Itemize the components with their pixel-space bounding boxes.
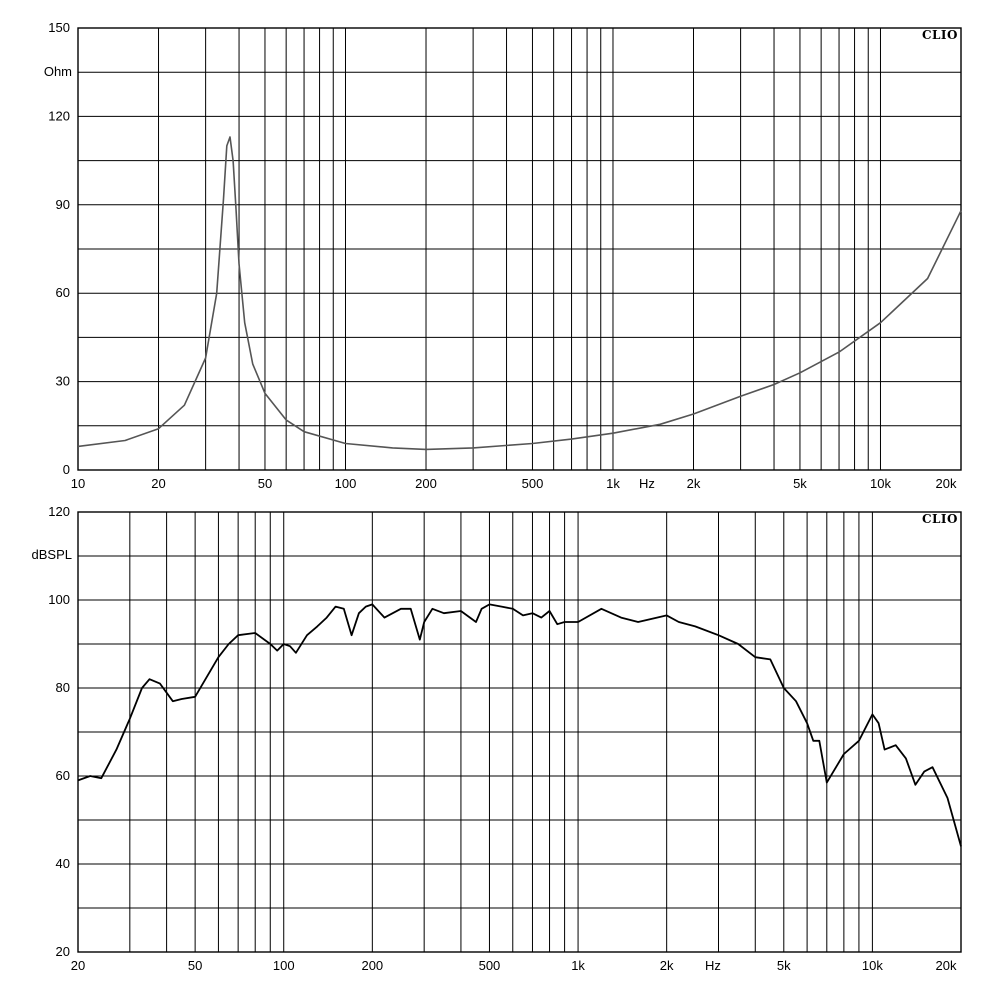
x-tick-label: 500 <box>522 476 544 491</box>
y-tick-label: 90 <box>56 197 70 212</box>
grid <box>77 511 962 953</box>
x-tick-label: 50 <box>258 476 272 491</box>
x-axis-unit-label: Hz <box>639 476 655 491</box>
y-axis-label: dBSPL <box>32 547 72 562</box>
y-tick-label: 60 <box>56 768 70 783</box>
x-tick-label: 1k <box>606 476 620 491</box>
x-tick-label: 500 <box>479 958 501 973</box>
y-tick-label: 150 <box>48 20 70 35</box>
x-tick-label: 10k <box>862 958 883 973</box>
x-axis-unit-label: Hz <box>705 958 721 973</box>
x-tick-label: 10 <box>71 476 85 491</box>
x-tick-label: 100 <box>273 958 295 973</box>
y-tick-label: 100 <box>48 592 70 607</box>
grid <box>77 27 962 471</box>
x-tick-label: 20 <box>71 958 85 973</box>
x-tick-label: 50 <box>188 958 202 973</box>
brand-label: CLIO <box>922 28 958 42</box>
x-tick-label: 2k <box>687 476 701 491</box>
x-tick-label: 5k <box>793 476 807 491</box>
x-tick-label: 200 <box>415 476 437 491</box>
brand-label: CLIO <box>922 512 958 526</box>
x-tick-label: 5k <box>777 958 791 973</box>
y-tick-label: 20 <box>56 944 70 959</box>
y-axis-label: Ohm <box>44 64 72 79</box>
y-tick-label: 80 <box>56 680 70 695</box>
x-tick-label: 20k <box>936 958 957 973</box>
x-tick-label: 20k <box>936 476 957 491</box>
x-tick-label: 20 <box>151 476 165 491</box>
x-tick-label: 2k <box>660 958 674 973</box>
series-line <box>77 603 962 847</box>
plot-frame <box>77 511 962 953</box>
y-tick-label: 30 <box>56 374 70 389</box>
x-tick-label: 200 <box>361 958 383 973</box>
x-tick-label: 1k <box>571 958 585 973</box>
y-tick-label: 120 <box>48 108 70 123</box>
impedance-chart: CLIO Ohm Hz 0 30 60 90 120 150 10 20 50 100 200 500… <box>44 20 962 491</box>
x-tick-label: 10k <box>870 476 891 491</box>
spl-chart: CLIO dBSPL Hz 20 40 60 80 100 120 20 50 100 200 50… <box>32 504 962 973</box>
x-tick-label: 100 <box>335 476 357 491</box>
y-tick-label: 120 <box>48 504 70 519</box>
plot-frame <box>77 27 962 471</box>
y-tick-label: 40 <box>56 856 70 871</box>
series-line <box>77 136 962 451</box>
y-tick-label: 0 <box>63 462 70 477</box>
y-tick-label: 60 <box>56 285 70 300</box>
